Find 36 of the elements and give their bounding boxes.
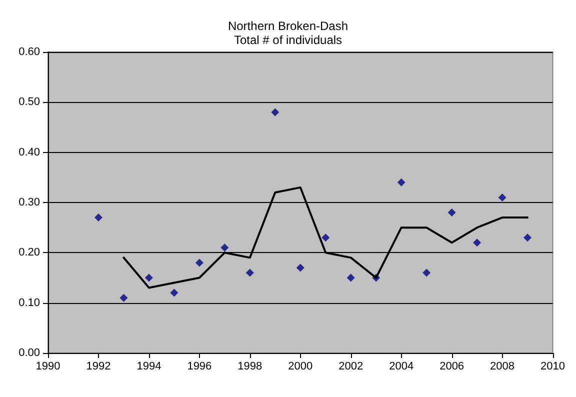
point bbox=[498, 193, 506, 202]
point bbox=[94, 214, 102, 222]
point bbox=[322, 234, 330, 242]
x-tick-label: 1996 bbox=[187, 360, 212, 372]
x-tick-label: 2002 bbox=[338, 360, 364, 372]
point bbox=[220, 244, 229, 252]
point bbox=[246, 268, 254, 277]
point bbox=[422, 268, 431, 277]
point bbox=[296, 264, 304, 272]
x-tick-label: 1994 bbox=[136, 360, 162, 372]
point bbox=[170, 288, 178, 297]
y-tick-label: 0.20 bbox=[18, 246, 40, 259]
point bbox=[271, 108, 280, 116]
y-tick-label: 0.00 bbox=[18, 347, 40, 359]
x-tick-label: 2006 bbox=[440, 360, 464, 372]
y-tick-label: 0.60 bbox=[18, 46, 40, 58]
point bbox=[346, 274, 355, 282]
point bbox=[448, 208, 456, 217]
y-tick-label: 0.30 bbox=[18, 196, 40, 208]
point bbox=[524, 234, 532, 242]
point bbox=[120, 294, 128, 302]
point bbox=[144, 274, 153, 282]
x-tick-label: 2000 bbox=[288, 360, 313, 372]
x-tick-label: 1990 bbox=[36, 360, 60, 372]
point bbox=[397, 178, 406, 186]
chart-title: Northern Broken-Dash Total # of individuals bbox=[228, 19, 348, 47]
point bbox=[473, 238, 482, 247]
x-tick-label: 1992 bbox=[86, 360, 111, 372]
y-tick-label: 0.40 bbox=[18, 146, 40, 158]
x-tick-label: 2004 bbox=[389, 360, 414, 372]
x-tick-label: 2010 bbox=[540, 360, 566, 372]
x-tick-label: 2008 bbox=[490, 360, 515, 372]
x-tick-label: 1998 bbox=[238, 360, 262, 372]
y-tick-label: 0.10 bbox=[18, 296, 40, 309]
y-tick-label: 0.50 bbox=[18, 96, 40, 108]
point bbox=[195, 258, 204, 267]
